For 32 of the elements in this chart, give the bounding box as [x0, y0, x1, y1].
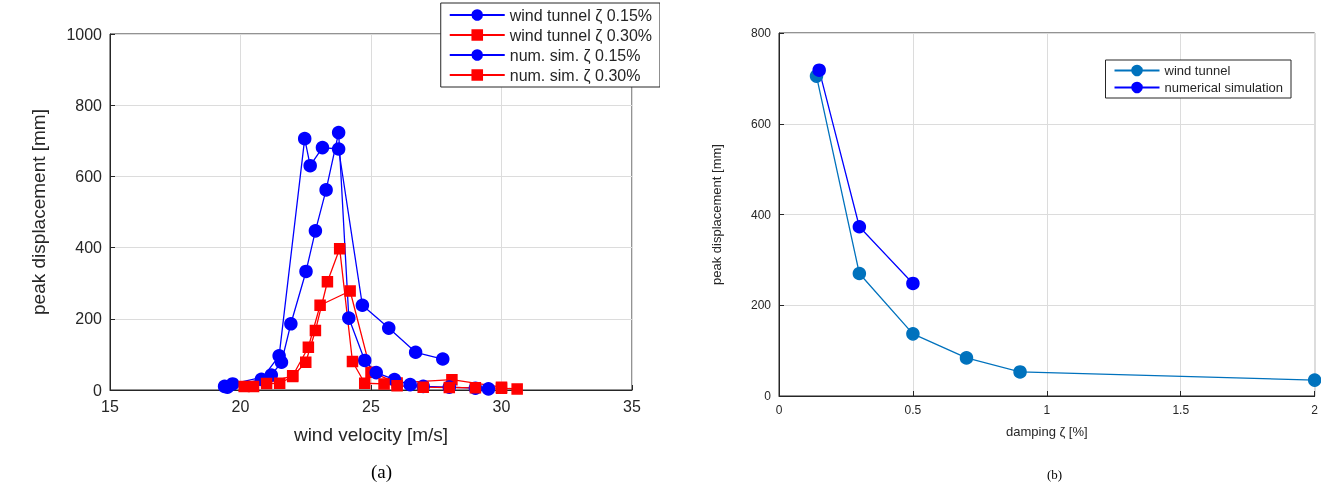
y-tick-label: 800	[75, 96, 103, 114]
y-tick-label: 400	[75, 239, 103, 257]
legend-label: num. sim. ζ 0.30%	[509, 66, 641, 85]
x-tick-label: 20	[231, 397, 250, 415]
y-tick-label: 600	[75, 167, 103, 185]
y-tick-label: 600	[750, 116, 772, 131]
x-tick-label: 1	[1043, 403, 1051, 417]
y-axis-title: peak displacement [mm]	[709, 144, 724, 285]
x-tick-label: 35	[623, 397, 641, 415]
text: (a)	[371, 461, 393, 483]
x-tick-label: 0.5	[904, 403, 922, 417]
legend-label: numerical simulation	[1164, 80, 1284, 95]
y-tick-label: 200	[75, 310, 103, 328]
y-axis-title: peak displacement [mm]	[28, 109, 49, 315]
legend-label: num. sim. ζ 0.15%	[509, 46, 641, 65]
x-tick-label: 15	[101, 397, 119, 415]
y-tick-label: 400	[750, 207, 772, 222]
x-tick-label: 30	[492, 397, 511, 415]
x-axis-title: damping ζ [%]	[1006, 424, 1088, 439]
x-tick-label: 0	[775, 403, 783, 417]
y-tick-label: 1000	[66, 25, 103, 43]
y-tick-label: 0	[93, 381, 103, 399]
legend-label: wind tunnel	[1163, 63, 1231, 78]
x-axis-title: wind velocity [m/s]	[292, 424, 449, 445]
x-tick-label: 2	[1311, 403, 1319, 417]
legend-label: wind tunnel ζ 0.15%	[508, 6, 653, 25]
y-tick-label: 200	[750, 298, 772, 313]
text: (b)	[1046, 467, 1063, 482]
y-tick-label: 800	[750, 26, 772, 40]
x-tick-label: 25	[362, 397, 380, 415]
legend-label: wind tunnel ζ 0.30%	[508, 26, 653, 45]
x-tick-label: 1.5	[1172, 403, 1190, 417]
